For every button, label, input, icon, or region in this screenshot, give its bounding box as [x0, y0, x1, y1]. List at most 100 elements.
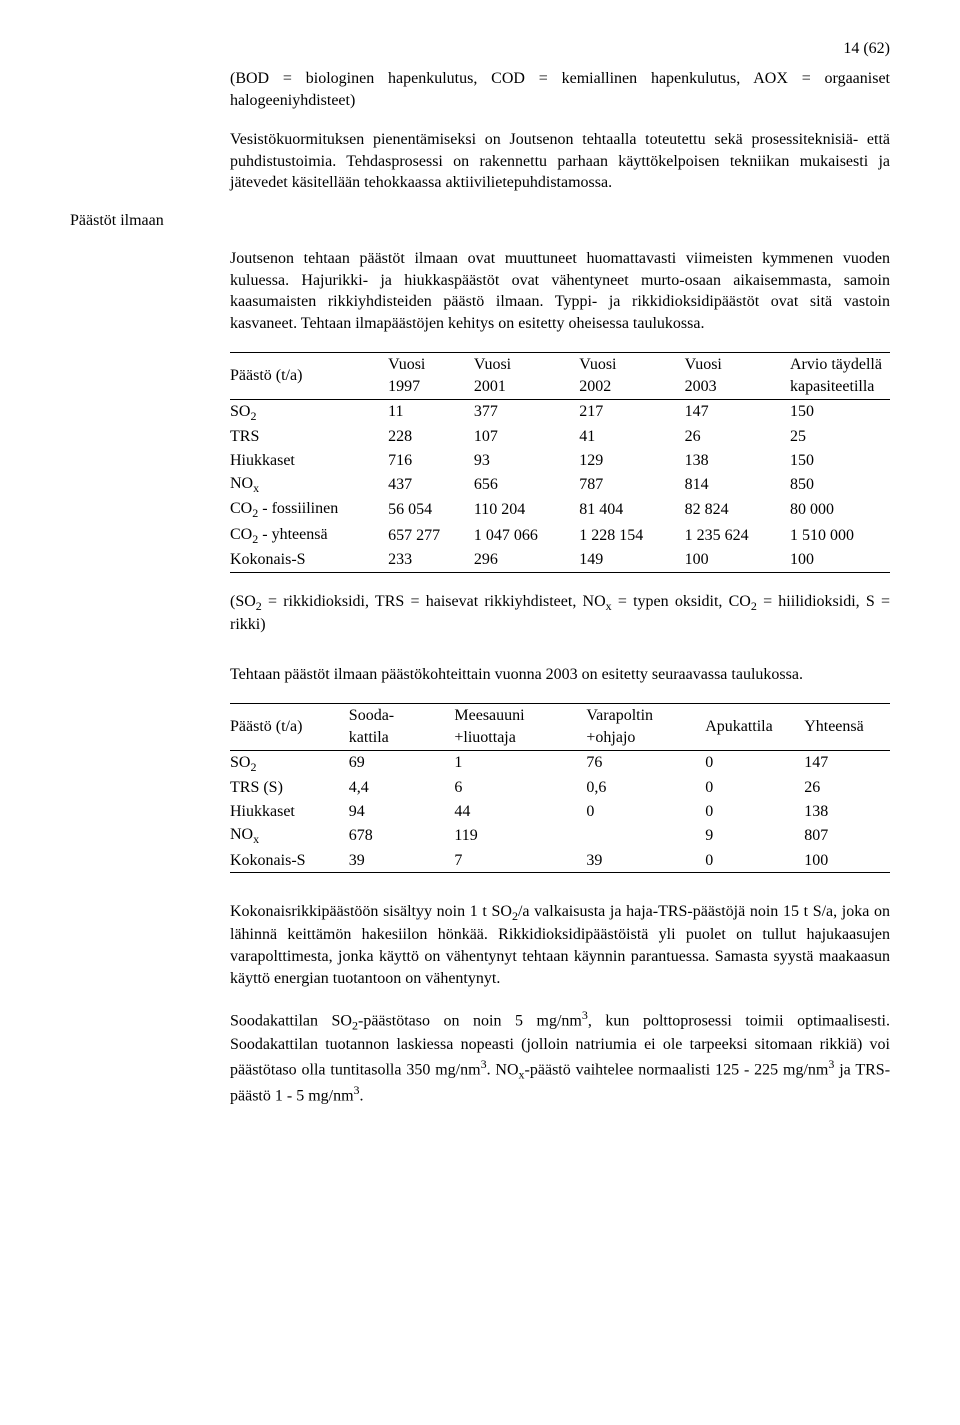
cell: 107: [474, 425, 579, 449]
cell: 76: [586, 750, 705, 776]
cell: 94: [349, 800, 455, 824]
table-header-row: Päästö (t/a) Sooda-kattila Meesauuni+liu…: [230, 704, 890, 750]
cell: 377: [474, 399, 579, 425]
cell: 807: [804, 823, 890, 848]
cell: 56 054: [388, 497, 474, 522]
cell: 0: [705, 776, 804, 800]
col-header: Arvio täydelläkapasiteetilla: [790, 353, 890, 399]
table-row: NOx437656787814850: [230, 472, 890, 497]
cell: 150: [790, 449, 890, 473]
paragraph: Soodakattilan SO2-päästötaso on noin 5 m…: [230, 1007, 890, 1107]
cell: 1: [454, 750, 586, 776]
table-row: CO2 - yhteensä657 2771 047 0661 228 1541…: [230, 523, 890, 548]
col-header: Varapoltin+ohjajo: [586, 704, 705, 750]
cell: 217: [579, 399, 684, 425]
cell: [586, 823, 705, 848]
col-header: Päästö (t/a): [230, 704, 349, 750]
cell: 69: [349, 750, 455, 776]
cell: 7: [454, 849, 586, 873]
emissions-by-source-table: Päästö (t/a) Sooda-kattila Meesauuni+liu…: [230, 703, 890, 873]
cell: 82 824: [685, 497, 790, 522]
cell: 4,4: [349, 776, 455, 800]
table-row: TRS (S)4,460,6026: [230, 776, 890, 800]
cell: 1 228 154: [579, 523, 684, 548]
col-header: Meesauuni+liuottaja: [454, 704, 586, 750]
cell: 0: [705, 750, 804, 776]
col-header: Vuosi2003: [685, 353, 790, 399]
cell: 787: [579, 472, 684, 497]
row-label: SO2: [230, 399, 388, 425]
cell: 41: [579, 425, 684, 449]
row-label: SO2: [230, 750, 349, 776]
row-label: NOx: [230, 472, 388, 497]
cell: 233: [388, 548, 474, 572]
cell: 0: [705, 800, 804, 824]
table-legend: (SO2 = rikkidioksidi, TRS = haisevat rik…: [230, 591, 890, 636]
cell: 228: [388, 425, 474, 449]
document-page: 14 (62) (BOD = biologinen hapenkulutus, …: [0, 0, 960, 1185]
row-label: CO2 - yhteensä: [230, 523, 388, 548]
body-column: Joutsenon tehtaan päästöt ilmaan ovat mu…: [230, 248, 890, 1107]
cell: 39: [349, 849, 455, 873]
cell: 44: [454, 800, 586, 824]
cell: 437: [388, 472, 474, 497]
col-header: Apukattila: [705, 704, 804, 750]
row-label: Kokonais-S: [230, 849, 349, 873]
table-row: SO211377217147150: [230, 399, 890, 425]
row-label: TRS (S): [230, 776, 349, 800]
row-label: NOx: [230, 823, 349, 848]
cell: 11: [388, 399, 474, 425]
paragraph: Joutsenon tehtaan päästöt ilmaan ovat mu…: [230, 248, 890, 334]
table-row: Kokonais-S233296149100100: [230, 548, 890, 572]
table-header-row: Päästö (t/a) Vuosi1997 Vuosi2001 Vuosi20…: [230, 353, 890, 399]
cell: 1 510 000: [790, 523, 890, 548]
cell: 1 047 066: [474, 523, 579, 548]
cell: 80 000: [790, 497, 890, 522]
cell: 110 204: [474, 497, 579, 522]
paragraph: Kokonaisrikkipäästöön sisältyy noin 1 t …: [230, 901, 890, 989]
table-row: SO2691760147: [230, 750, 890, 776]
cell: 147: [804, 750, 890, 776]
col-header: Vuosi1997: [388, 353, 474, 399]
cell: 296: [474, 548, 579, 572]
cell: 138: [685, 449, 790, 473]
section-heading: Päästöt ilmaan: [70, 212, 890, 230]
cell: 814: [685, 472, 790, 497]
row-label: Hiukkaset: [230, 449, 388, 473]
col-header: Yhteensä: [804, 704, 890, 750]
cell: 0: [586, 800, 705, 824]
cell: 100: [685, 548, 790, 572]
cell: 26: [804, 776, 890, 800]
cell: 1 235 624: [685, 523, 790, 548]
cell: 678: [349, 823, 455, 848]
col-header: Sooda-kattila: [349, 704, 455, 750]
col-header: Vuosi2001: [474, 353, 579, 399]
table-row: Kokonais-S397390100: [230, 849, 890, 873]
table-row: TRS228107412625: [230, 425, 890, 449]
col-header: Vuosi2002: [579, 353, 684, 399]
paragraph: Tehtaan päästöt ilmaan päästökohteittain…: [230, 664, 890, 686]
cell: 0: [705, 849, 804, 873]
cell: 716: [388, 449, 474, 473]
cell: 129: [579, 449, 684, 473]
row-label: Kokonais-S: [230, 548, 388, 572]
row-label: TRS: [230, 425, 388, 449]
body-column: (BOD = biologinen hapenkulutus, COD = ke…: [230, 68, 890, 194]
cell: 656: [474, 472, 579, 497]
table-row: Hiukkaset944400138: [230, 800, 890, 824]
emissions-by-year-table: Päästö (t/a) Vuosi1997 Vuosi2001 Vuosi20…: [230, 352, 890, 572]
col-header: Päästö (t/a): [230, 353, 388, 399]
cell: 850: [790, 472, 890, 497]
table-row: NOx6781199807: [230, 823, 890, 848]
cell: 149: [579, 548, 684, 572]
cell: 0,6: [586, 776, 705, 800]
row-label: CO2 - fossiilinen: [230, 497, 388, 522]
page-number: 14 (62): [70, 40, 890, 58]
table-row: CO2 - fossiilinen56 054110 20481 40482 8…: [230, 497, 890, 522]
cell: 119: [454, 823, 586, 848]
cell: 25: [790, 425, 890, 449]
cell: 26: [685, 425, 790, 449]
cell: 39: [586, 849, 705, 873]
cell: 657 277: [388, 523, 474, 548]
paragraph: Vesistökuormituksen pienentämiseksi on J…: [230, 129, 890, 194]
